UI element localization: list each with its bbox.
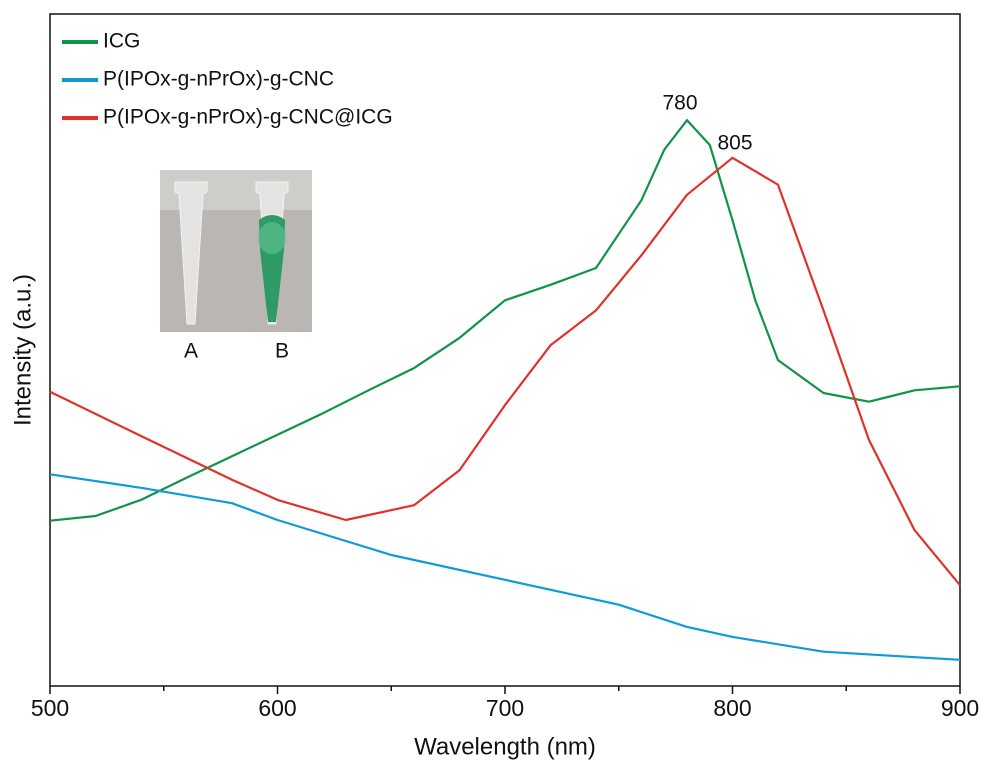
inset-label: A bbox=[184, 340, 198, 363]
x-tick-label: 800 bbox=[713, 695, 751, 721]
x-axis-label: Wavelength (nm) bbox=[414, 733, 596, 760]
inset-photo bbox=[160, 170, 312, 332]
series-line bbox=[49, 156, 961, 586]
legend-label: P(IPOx-g-nPrOx)-g-CNC bbox=[103, 68, 334, 91]
x-tick-label: 700 bbox=[486, 695, 524, 721]
annotation: 780 bbox=[662, 92, 697, 115]
series-line bbox=[49, 119, 961, 522]
annotation: 805 bbox=[717, 132, 752, 155]
series-line bbox=[49, 473, 961, 661]
legend-label: P(IPOx-g-nPrOx)-g-CNC@ICG bbox=[103, 106, 393, 129]
legend-label: ICG bbox=[103, 30, 140, 53]
x-tick-label: 900 bbox=[941, 695, 979, 721]
inset-label: B bbox=[275, 340, 289, 363]
y-axis-label: Intensity (a.u.) bbox=[9, 274, 36, 426]
x-tick-label: 500 bbox=[31, 695, 69, 721]
x-tick-label: 600 bbox=[258, 695, 296, 721]
